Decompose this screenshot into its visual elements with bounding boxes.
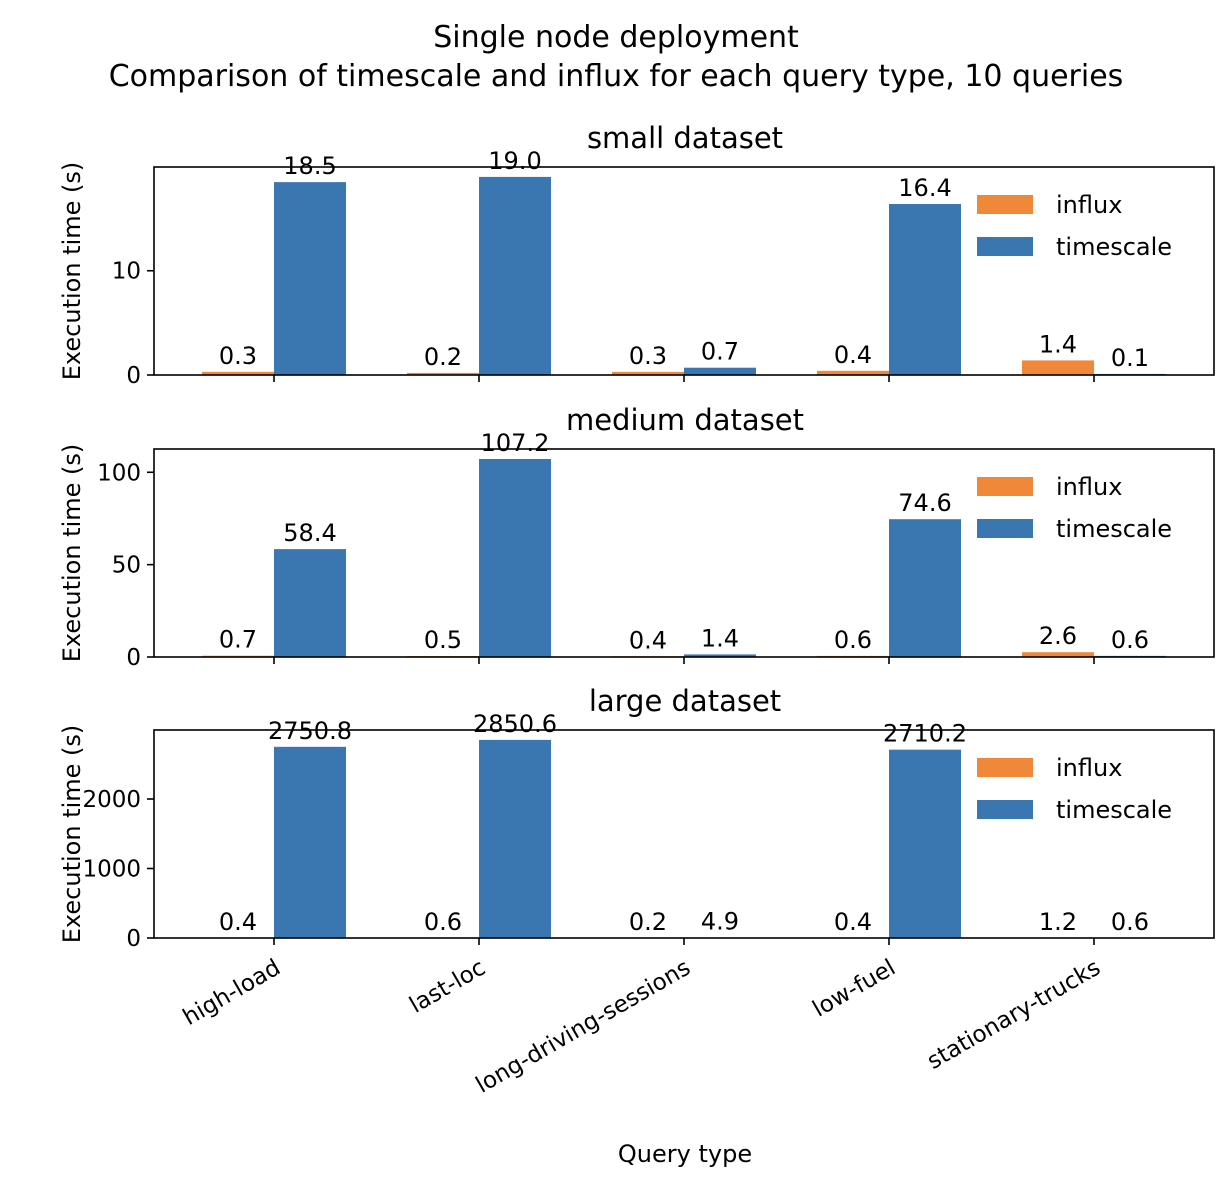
data-label-influx: 0.2 <box>424 343 462 371</box>
data-label-influx: 0.5 <box>424 626 462 654</box>
bar-timescale-long-driving-sessions <box>684 367 756 375</box>
legend-swatch-timescale <box>977 519 1033 538</box>
data-label-influx: 0.4 <box>219 908 257 936</box>
figure-title-line2: Comparison of timescale and influx for e… <box>109 59 1124 94</box>
bar-timescale-low-fuel <box>889 204 961 375</box>
y-tick-label: 1000 <box>82 857 141 883</box>
panel-2: medium dataset Execution time (s) 0 50 100 0.… <box>58 403 1215 671</box>
data-label-influx: 0.4 <box>834 341 872 369</box>
legend-swatch-timescale <box>977 237 1033 256</box>
data-label-timescale: 18.5 <box>283 152 336 180</box>
data-label-timescale: 0.7 <box>701 338 739 366</box>
y-tick-label: 100 <box>97 460 141 486</box>
panel-3: large dataset Execution time (s) 0 1000 2000… <box>58 684 1215 952</box>
panel-title: small dataset <box>587 121 783 155</box>
bar-timescale-low-fuel <box>889 749 961 938</box>
data-label-influx: 0.7 <box>219 626 257 654</box>
bar-timescale-high-load <box>274 549 346 657</box>
data-label-influx: 0.6 <box>834 626 872 654</box>
bar-timescale-last-loc <box>479 739 551 938</box>
data-label-influx: 0.4 <box>629 626 667 654</box>
data-label-influx: 0.4 <box>834 908 872 936</box>
y-tick-label: 10 <box>112 259 141 285</box>
legend-label-influx: influx <box>1056 754 1122 782</box>
legend-label-timescale: timescale <box>1056 233 1172 261</box>
x-axis-label: Query type <box>618 1140 752 1168</box>
panel-title: medium dataset <box>566 403 804 437</box>
bar-influx-high-load <box>202 371 274 375</box>
legend: influx timescale <box>977 191 1172 261</box>
bar-influx-stationary-trucks <box>1022 360 1094 375</box>
legend: influx timescale <box>977 754 1172 824</box>
y-tick-label: 2000 <box>82 787 141 813</box>
legend: influx timescale <box>977 473 1172 543</box>
data-label-timescale: 74.6 <box>898 489 951 517</box>
bar-timescale-last-loc <box>479 458 551 657</box>
bar-timescale-high-load <box>274 746 346 938</box>
data-label-influx: 0.2 <box>629 908 667 936</box>
data-label-influx: 0.6 <box>424 908 462 936</box>
y-axis-label: Execution time (s) <box>58 725 86 943</box>
data-label-timescale: 4.9 <box>701 908 739 936</box>
legend-swatch-timescale <box>977 800 1033 819</box>
data-label-influx: 2.6 <box>1039 622 1077 650</box>
y-axis-label: Execution time (s) <box>58 444 86 662</box>
legend-swatch-influx <box>977 758 1033 777</box>
plot-frame <box>153 166 1215 376</box>
bar-timescale-long-driving-sessions <box>684 654 756 657</box>
data-label-influx: 0.3 <box>629 342 667 370</box>
data-label-timescale: 2750.8 <box>268 717 352 745</box>
y-tick-label: 50 <box>112 553 141 579</box>
legend-label-timescale: timescale <box>1056 515 1172 543</box>
bar-timescale-high-load <box>274 182 346 375</box>
bar-timescale-last-loc <box>479 176 551 375</box>
data-label-timescale: 2850.6 <box>473 710 557 738</box>
legend-label-timescale: timescale <box>1056 796 1172 824</box>
data-label-timescale: 107.2 <box>481 429 550 457</box>
data-label-timescale: 2710.2 <box>883 720 967 748</box>
panel-1: small dataset Execution time (s) 0 10 0.3 0.2… <box>58 121 1215 389</box>
data-label-influx: 1.4 <box>1039 330 1077 358</box>
plot-frame <box>153 729 1215 939</box>
y-tick-label: 0 <box>126 363 141 389</box>
bar-influx-low-fuel <box>817 370 889 375</box>
data-label-influx: 0.3 <box>219 342 257 370</box>
legend-label-influx: influx <box>1056 473 1122 501</box>
y-axis-label: Execution time (s) <box>58 162 86 380</box>
legend-swatch-influx <box>977 195 1033 214</box>
data-label-timescale: 0.6 <box>1111 908 1149 936</box>
bar-influx-last-loc <box>407 372 479 375</box>
y-tick-label: 0 <box>126 645 141 671</box>
data-label-timescale: 0.1 <box>1111 344 1149 372</box>
data-label-timescale: 19.0 <box>488 147 541 175</box>
legend-label-influx: influx <box>1056 191 1122 219</box>
data-label-timescale: 16.4 <box>898 174 951 202</box>
panel-title: large dataset <box>589 684 781 718</box>
bar-timescale-low-fuel <box>889 519 961 657</box>
data-label-timescale: 0.6 <box>1111 626 1149 654</box>
plot-frame <box>153 448 1215 658</box>
figure-title-line1: Single node deployment <box>433 20 799 55</box>
data-label-influx: 1.2 <box>1039 908 1077 936</box>
bar-influx-stationary-trucks <box>1022 652 1094 657</box>
data-label-timescale: 58.4 <box>283 519 336 547</box>
y-tick-label: 0 <box>126 926 141 952</box>
legend-swatch-influx <box>977 477 1033 496</box>
data-label-timescale: 1.4 <box>701 624 739 652</box>
bar-influx-long-driving-sessions <box>612 371 684 375</box>
